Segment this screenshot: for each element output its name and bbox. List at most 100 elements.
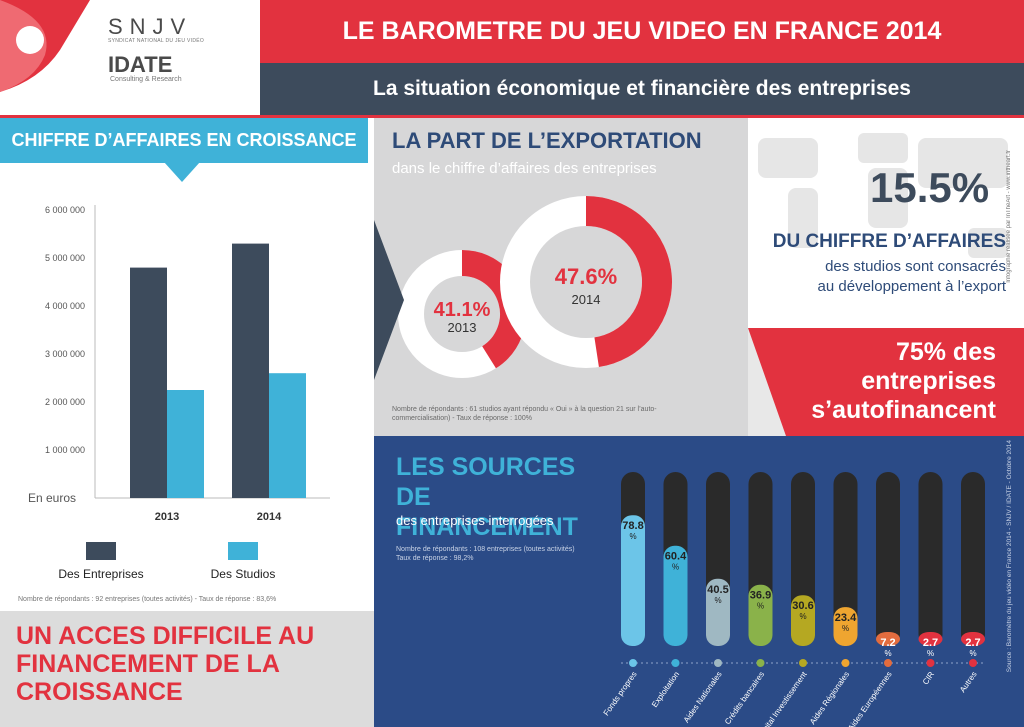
category-label: Fonds propres — [602, 670, 639, 717]
revenue-bar-chart: 1 000 000 2 000 000 3 000 000 4 000 000 5 00… — [28, 205, 330, 581]
bar-value: 78.8 — [622, 520, 643, 532]
legend-label: Des Entreprises — [58, 567, 143, 581]
bar-track — [833, 472, 858, 646]
timeline-dot — [799, 659, 807, 667]
ca-panel — [0, 163, 374, 611]
bottom-headline: UN ACCES DIFFICILE AU FINANCEMENT DE LA … — [16, 622, 315, 706]
donut-year: 2013 — [448, 320, 477, 335]
x-tick-label: 2014 — [257, 511, 282, 523]
bar-value: 2.7 — [965, 637, 980, 649]
chevron-right-icon — [374, 220, 404, 380]
bar-fill — [791, 595, 815, 646]
idate-logo-subtitle: Consulting & Research — [110, 76, 182, 83]
bar-unit: % — [757, 602, 764, 611]
donut-value: 41.1% — [434, 299, 491, 321]
legend-label: Des Studios — [211, 567, 276, 581]
export-share-value: 15.5% — [870, 164, 990, 211]
timeline-dot — [926, 659, 935, 667]
y-tick-label: 1 000 000 — [45, 445, 85, 455]
timeline-dot — [756, 659, 765, 667]
bar-value: 30.6 — [792, 600, 813, 612]
timeline-dot — [714, 659, 722, 667]
page-subtitle: La situation économique et financière de… — [260, 63, 1024, 115]
bar-unit: % — [629, 532, 636, 541]
bar-unit: % — [799, 612, 806, 621]
bar-fill — [876, 632, 900, 646]
bar-fill — [833, 607, 858, 646]
autofin-line1: 75% des — [895, 338, 996, 366]
autofin-line2: entreprises — [861, 367, 996, 395]
bottom-panel — [0, 611, 374, 727]
y-tick-label: 2 000 000 — [45, 397, 85, 407]
bar-fill — [621, 515, 645, 646]
bar-unit: % — [672, 563, 679, 572]
category-label: Autres — [958, 670, 979, 694]
bar-value: 23.4 — [835, 612, 857, 624]
bar-fill — [918, 632, 943, 646]
bar-fill — [706, 578, 730, 646]
ca-note: Nombre de répondants : 92 entreprises (t… — [18, 596, 277, 603]
bar-unit: % — [842, 624, 849, 633]
sources-note-line2: Taux de réponse : 98,2% — [396, 555, 474, 562]
bar-des-studios — [167, 390, 204, 498]
export-donut-chart: 41.1%2013 47.6% 2014 — [398, 196, 672, 378]
timeline-dot — [671, 659, 680, 667]
bar-fill — [748, 584, 773, 646]
bar-des-entreprises — [232, 243, 269, 498]
donut-year: 2014 — [572, 292, 601, 307]
export-title: LA PART DE L’EXPORTATION — [392, 128, 702, 153]
snjv-logo-text: SNJV — [108, 14, 193, 39]
panel-notch — [748, 328, 786, 436]
bar-value: 60.4 — [665, 551, 687, 563]
sources-title: LES SOURCES DE FINANCEMENT — [396, 452, 616, 542]
donut-slice — [585, 196, 672, 368]
bar-unit: % — [884, 649, 891, 658]
sources-title-line1: LES SOURCES DE — [396, 453, 576, 511]
autofinancement-panel — [748, 328, 1024, 436]
bar-value: 36.9 — [750, 590, 771, 602]
bar-track — [961, 472, 985, 646]
sources-bar-chart: 78.8% Fonds propres 60.4% Exploitation 40.5%… — [602, 472, 985, 727]
page-title: LE BAROMETRE DU JEU VIDEO EN FRANCE 2014 — [260, 0, 1024, 63]
legend-swatch — [86, 542, 116, 560]
sources-note-line1: Nombre de répondants : 108 entreprises (… — [396, 546, 575, 553]
y-tick-label: 5 000 000 — [45, 253, 85, 263]
bar-unit: % — [969, 649, 976, 658]
bar-unit: % — [714, 596, 721, 605]
bar-des-entreprises — [130, 267, 167, 498]
snjv-logo-subtitle: SYNDICAT NATIONAL DU JEU VIDÉO — [108, 38, 205, 44]
category-label: CIR — [921, 670, 936, 687]
x-tick-label: 2013 — [155, 511, 179, 523]
donut-value: 47.6% — [555, 264, 617, 289]
timeline-dot — [841, 659, 850, 667]
snjv-logo-icon — [0, 0, 90, 92]
category-label: Aides Nationales — [682, 670, 724, 724]
bar-value: 2.7 — [923, 637, 938, 649]
sources-note: Nombre de répondants : 108 entreprises (… — [396, 545, 575, 563]
legend-swatch — [228, 542, 258, 560]
timeline-dot — [629, 659, 637, 667]
sources-title-line2: FINANCEMENT — [396, 513, 578, 541]
timeline-dot — [884, 659, 892, 667]
ca-arrow-icon — [164, 162, 200, 182]
bar-value: 40.5 — [707, 584, 728, 596]
y-tick-label: 3 000 000 — [45, 349, 85, 359]
world-map-icon — [758, 133, 1008, 258]
bar-unit: % — [927, 649, 934, 658]
timeline-dot — [969, 659, 977, 667]
category-label: Crédits bancaires — [723, 670, 766, 726]
bar-des-studios — [269, 373, 306, 498]
category-label: Aides Régionales — [808, 670, 851, 726]
export-note: Nombre de répondants : 61 studios ayant … — [392, 406, 657, 422]
export-stat-line1: DU CHIFFRE D’AFFAIRES — [772, 231, 1006, 252]
bar-track — [876, 472, 900, 646]
export-stat-line3: au développement à l’export — [817, 278, 1006, 295]
idate-logo-text: IDATE — [108, 52, 173, 77]
source-credit: Source : Baromètre du jeu vidéo en Franc… — [1006, 440, 1013, 673]
autofin-line3: s’autofinancent — [811, 396, 996, 424]
y-axis-label: En euros — [28, 491, 76, 505]
autofinancement-text: 75% des entreprises s’autofinancent — [760, 338, 996, 425]
ca-section-title: CHIFFRE D’AFFAIRES EN CROISSANCE — [0, 118, 368, 163]
credit-text: Infographie réalisée par InTheArt - www.… — [1006, 150, 1012, 283]
sources-subtitle: des entreprises interrogées — [396, 513, 554, 528]
